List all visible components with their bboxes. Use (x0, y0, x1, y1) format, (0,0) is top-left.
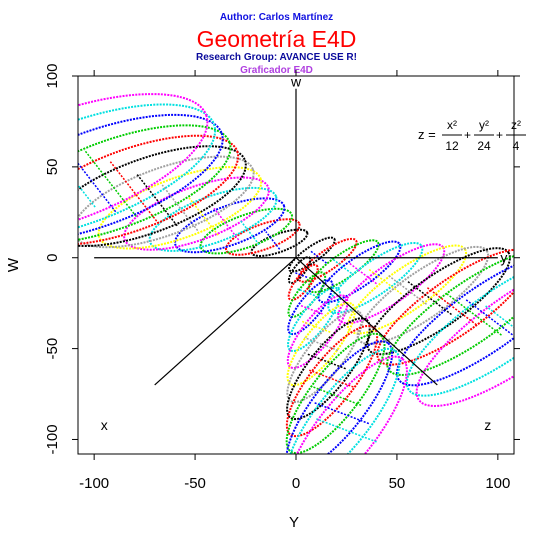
surface-slice-left (148, 186, 278, 252)
surface-meridian-upper-right (348, 262, 377, 285)
x-tick-label: -50 (184, 475, 206, 492)
surface-meridian-left (265, 231, 281, 250)
surface-slice-lower (285, 340, 394, 454)
surface-slice-upper-right (415, 253, 514, 407)
surface-meridian-lower (313, 401, 370, 425)
surface-meridian-lower (294, 271, 308, 278)
surface-slice-left (199, 207, 294, 255)
surface-slice-upper-right (317, 240, 402, 304)
equation-annotation: z = x² 12 + y² 24 + z² 4 (418, 118, 526, 153)
equation-lhs: z = (418, 127, 436, 142)
surface-slice-left (78, 93, 209, 241)
surface-meridian-lower (316, 418, 377, 443)
surface-slice-left (123, 176, 270, 251)
surface-slice-left (224, 218, 301, 256)
y-axis-label: W (5, 257, 22, 272)
axis-3d-x (154, 257, 297, 386)
y-tick-label: -50 (44, 338, 61, 360)
surface-slice-lower (286, 302, 356, 387)
equation-denominator: 24 (477, 139, 491, 153)
surface-slice-left (78, 134, 240, 246)
surface-slice-upper-right (297, 237, 358, 283)
axis-3d-w-label: w (290, 73, 302, 89)
surface-slice-left (174, 197, 286, 254)
surface-meridian-left (239, 219, 260, 246)
surface-meridian-lower (299, 304, 323, 315)
surface-meridian-left (83, 149, 137, 217)
surface-slice-upper-right (327, 241, 424, 314)
surface-meridian-left (78, 183, 96, 208)
axis-3d-x-label: x (101, 417, 108, 433)
surface-meridian-lower (311, 385, 362, 407)
x-tick-label: 100 (485, 475, 510, 492)
surface-slice-upper-right (376, 248, 514, 366)
author-label: Author: Carlos Martínez (219, 12, 334, 23)
tick-marks: -100 -50 0 50 100 -100 -50 0 50 100 (44, 63, 520, 492)
surface-meridian-left (135, 172, 178, 227)
chart-subtitle: Graficador E4D (240, 65, 313, 76)
equation-plus: + (496, 128, 503, 142)
x-tick-label: 50 (389, 475, 406, 492)
equation-denominator: 12 (445, 139, 459, 153)
surface-slice-lower (285, 332, 386, 454)
axis-3d-z-label: z (484, 417, 491, 433)
surface-slice-lower (285, 347, 401, 454)
surface-meridian-lower (308, 369, 354, 388)
surface-slice-left (97, 166, 263, 250)
x-tick-label: -100 (79, 475, 109, 492)
surface-meridian-upper-right (309, 249, 328, 264)
surface-meridian-lower (304, 336, 339, 352)
surface-slice-left (78, 155, 255, 249)
surface-meridian-upper-right (445, 292, 502, 336)
surface-slice-upper-right (288, 236, 336, 273)
surface-slice-lower (285, 355, 408, 454)
surface-slice-left (78, 145, 247, 247)
axes-3d: w y x z (94, 73, 507, 433)
axis-3d-y-label: y (500, 250, 507, 266)
surface-slice-lower (287, 263, 319, 302)
surface-meridian-lower (301, 320, 331, 333)
surface-meridian-left (213, 207, 240, 241)
equation-denominator: 4 (513, 139, 520, 153)
surface-meridian-upper-right (328, 255, 352, 275)
surface-slice-upper-right (386, 249, 514, 376)
surface-slice-left (78, 124, 232, 245)
y-tick-label: 50 (44, 159, 61, 176)
y-tick-label: -100 (44, 424, 61, 454)
surface-meridian-left (187, 196, 219, 236)
equation-numerator: x² (447, 118, 457, 132)
x-axis-label: Y (289, 514, 299, 531)
y-tick-label: 0 (44, 254, 61, 262)
chart-title: Geometría E4D (196, 26, 357, 52)
surface-slice-upper-right (396, 251, 514, 387)
surface-meridian-lower (297, 288, 316, 297)
surface-meridian-upper-right (406, 280, 452, 316)
surface-slice-upper-right (366, 247, 511, 356)
research-group-label: Research Group: AVANCE USE R! (196, 52, 357, 63)
surface-slice-lower (287, 286, 341, 353)
surface-meridian-upper-right (387, 274, 427, 305)
y-tick-label: 100 (44, 63, 61, 88)
surface-meridian-left (78, 162, 117, 213)
surface-slice-upper-right (405, 252, 514, 397)
x-tick-label: 0 (292, 475, 300, 492)
equation-numerator: y² (479, 118, 489, 132)
surface-meridian-left (161, 184, 199, 231)
surface-meridian-upper-right (464, 298, 514, 337)
equation-numerator: z² (511, 118, 521, 132)
surface-slice-left (78, 103, 217, 242)
axis-3d-z (295, 257, 438, 386)
equation-plus: + (464, 128, 471, 142)
